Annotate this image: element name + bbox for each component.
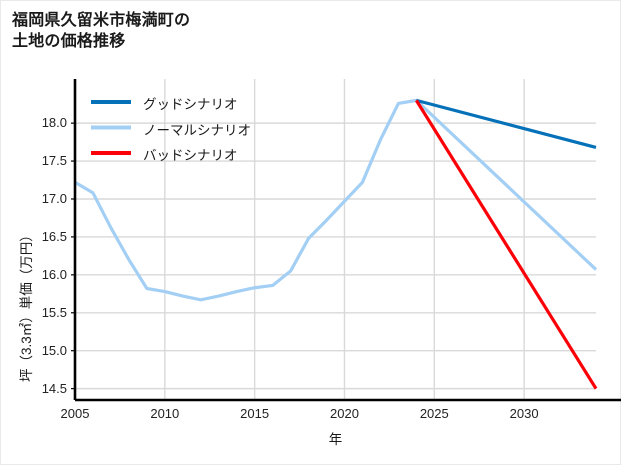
x-axis-tick-label: 2010 (150, 406, 180, 421)
legend-item-label: ノーマルシナリオ (143, 122, 251, 138)
page-title: 福岡県久留米市梅満町の 土地の価格推移 (12, 12, 191, 51)
x-axis-label: 年 (328, 432, 343, 447)
y-axis-tick-label: 15.5 (41, 304, 67, 320)
y-axis-tick-label: 17.5 (41, 153, 67, 169)
x-axis-tick-label: 2025 (419, 406, 449, 421)
legend-swatches (91, 100, 131, 155)
series-line (74, 98, 598, 302)
axis-lines (71, 79, 621, 402)
x-axis-tick-label: 2020 (330, 406, 359, 421)
legend-item-label: バッドシナリオ (143, 148, 238, 163)
series-line (415, 98, 597, 149)
series-line (414, 99, 598, 390)
x-axis-tick-label: 2030 (509, 406, 539, 421)
y-axis-tick-label: 16.0 (41, 266, 67, 282)
y-axis-tick-label: 16.5 (41, 228, 67, 244)
y-axis-tick-label: 17.0 (41, 190, 67, 206)
y-axis-tick-label: 15.0 (41, 342, 67, 358)
x-axis-tick-label: 2015 (240, 406, 270, 421)
x-axis-tick-label: 2005 (60, 406, 90, 421)
y-axis-tick-label: 18.0 (41, 115, 67, 131)
y-axis-tick-label: 14.5 (41, 380, 67, 396)
legend-item-label: グッドシナリオ (143, 97, 238, 112)
series-lines (74, 98, 598, 390)
